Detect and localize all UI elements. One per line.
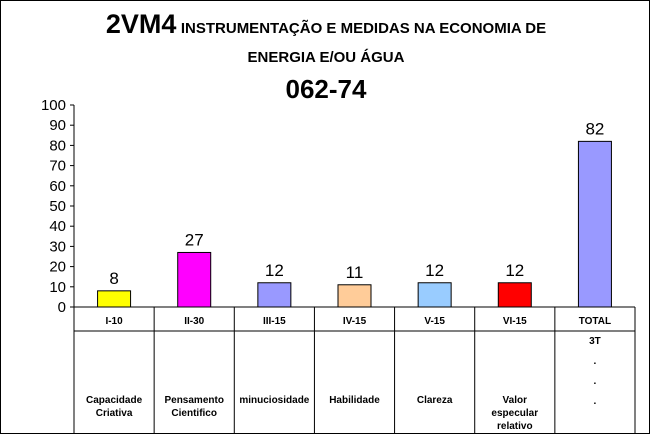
y-tick-label: 100 xyxy=(41,97,66,114)
category-description: relativo xyxy=(497,421,533,432)
category-description: Capacidade xyxy=(86,395,143,406)
y-tick-label: 90 xyxy=(49,117,66,134)
y-tick-label: 50 xyxy=(49,198,66,215)
data-label: 12 xyxy=(425,261,444,280)
y-tick-label: 30 xyxy=(49,238,66,255)
category-label: IV-15 xyxy=(343,316,367,327)
data-label: 8 xyxy=(109,269,118,288)
chart-bars xyxy=(97,140,612,308)
data-label: 82 xyxy=(585,119,604,138)
category-description: especular xyxy=(491,408,538,419)
bar xyxy=(497,282,532,308)
y-tick-label: 20 xyxy=(49,259,66,276)
bar xyxy=(337,284,372,308)
bar xyxy=(577,140,612,308)
y-tick-label: 10 xyxy=(49,279,66,296)
data-labels: 8 27 12 11 12 12 82 xyxy=(109,119,604,287)
data-label: 11 xyxy=(346,263,364,282)
category-description: Cientifico xyxy=(171,408,217,419)
data-label: 27 xyxy=(185,230,204,249)
y-tick-label: 0 xyxy=(58,299,66,316)
data-label: 12 xyxy=(505,261,524,280)
total-note: . xyxy=(594,356,597,367)
chart-title-course: INSTRUMENTAÇÃO E MEDIDAS NA ECONOMIA DE xyxy=(180,20,547,37)
data-label: 12 xyxy=(265,261,284,280)
category-label: I-10 xyxy=(105,316,123,327)
bar xyxy=(257,282,292,308)
total-note: . xyxy=(594,396,597,407)
total-note: . xyxy=(594,376,597,387)
chart-title-line2: ENERGIA E/OU ÁGUA xyxy=(247,49,405,66)
chart-title-code: 2VM4 xyxy=(105,9,177,39)
chart-title-line1: 2VM4 INSTRUMENTAÇÃO E MEDIDAS NA ECONOMI… xyxy=(1,9,649,40)
category-description: minuciosidade xyxy=(239,395,309,406)
category-label: V-15 xyxy=(424,316,445,327)
category-label: III-15 xyxy=(263,316,286,327)
y-tick-label: 80 xyxy=(49,137,66,154)
category-description: Pensamento xyxy=(164,395,223,406)
total-note: 3T xyxy=(589,336,601,347)
bar xyxy=(97,290,132,308)
category-label: TOTAL xyxy=(579,316,611,327)
category-description: Habilidade xyxy=(329,395,380,406)
bar xyxy=(417,282,452,308)
category-description: Clareza xyxy=(417,395,453,406)
y-tick-label: 60 xyxy=(49,178,66,195)
category-table: I-10 Capacidade Criativa II-30 Pensamento Cie… xyxy=(73,307,636,433)
category-description: Valor xyxy=(503,395,528,406)
bar xyxy=(177,251,212,308)
y-tick-label: 40 xyxy=(49,218,66,235)
category-label: VI-15 xyxy=(503,316,527,327)
y-tick-label: 70 xyxy=(49,158,66,175)
y-axis-ticks: 0 10 20 30 40 50 60 70 80 90 100 xyxy=(41,97,74,316)
chart-title-line3: 062-74 xyxy=(285,74,367,104)
category-label: II-30 xyxy=(184,316,204,327)
category-description: Criativa xyxy=(96,408,133,419)
